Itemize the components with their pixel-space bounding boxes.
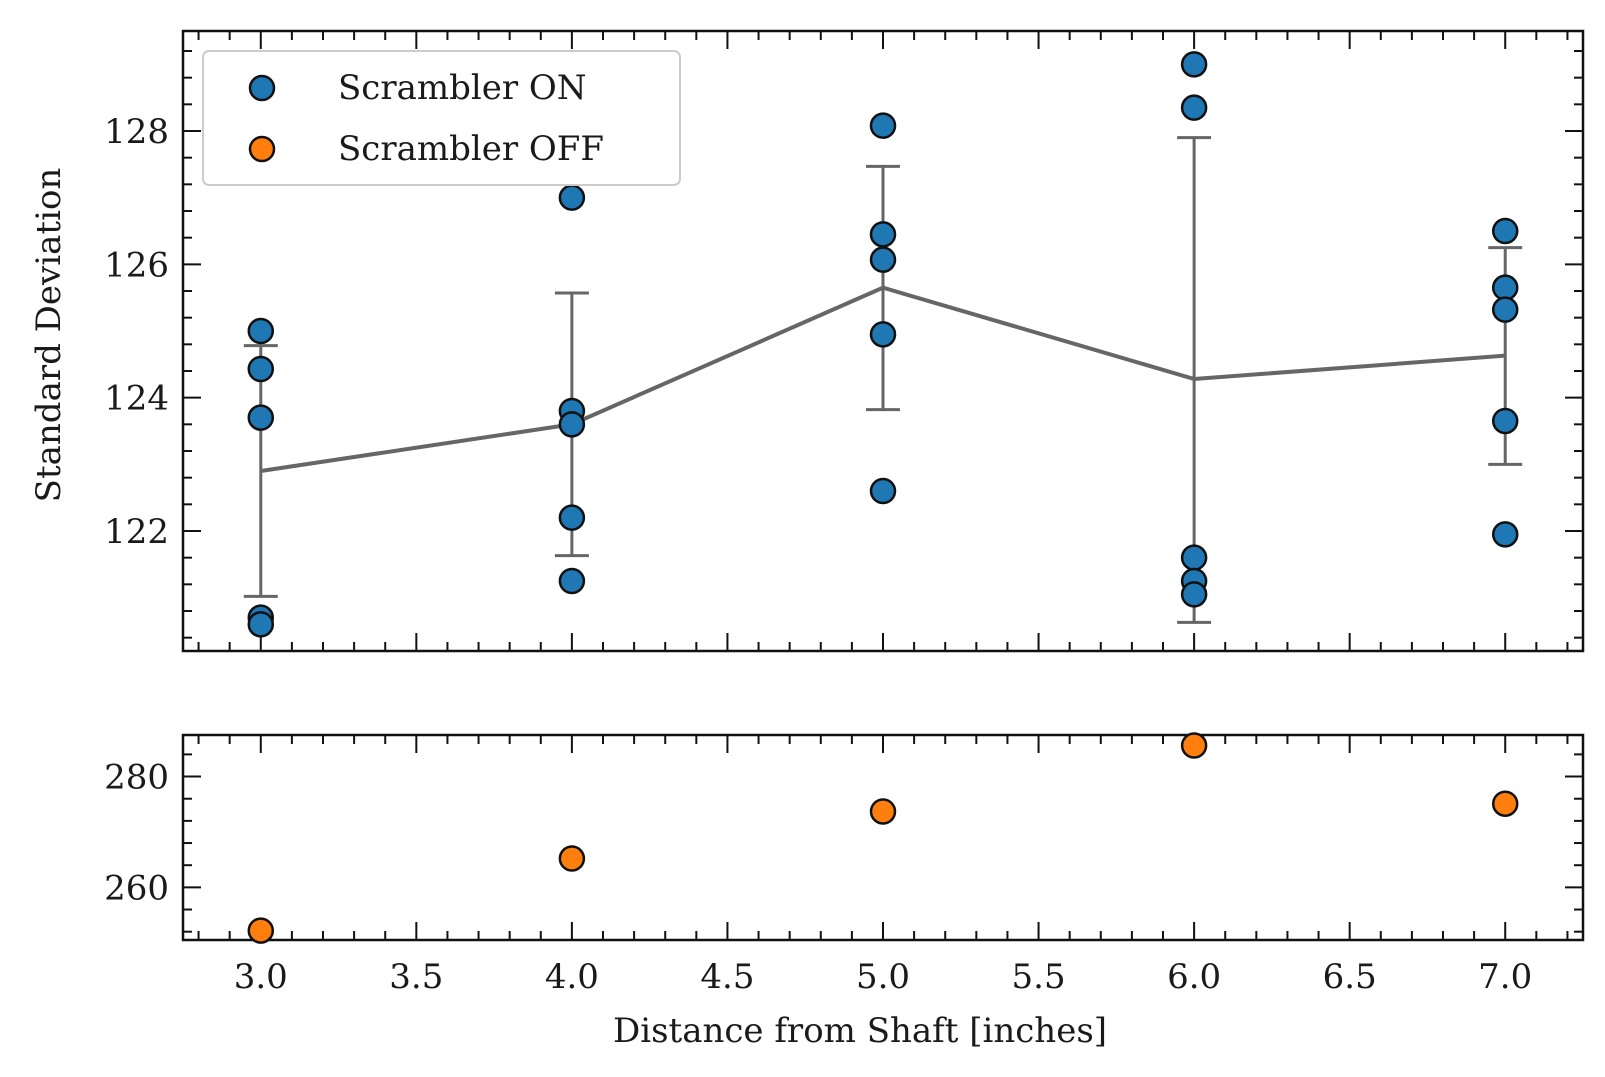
- scatter-point-on: [558, 504, 586, 531]
- x-tick-label: 3.0: [234, 957, 288, 997]
- legend: Scrambler ON Scrambler OFF: [202, 50, 681, 186]
- y-tick-label: 260: [104, 868, 169, 908]
- x-tick-label: 4.5: [700, 957, 754, 997]
- x-tick-labels: 3.0 3.5 4.0 4.5 5.0 5.5 6.0 6.5 7.0: [234, 957, 1533, 997]
- scatter-point-off: [1491, 790, 1519, 817]
- x-tick-label: 5.0: [856, 957, 910, 997]
- scatter-point-on: [1491, 407, 1519, 435]
- scatter-point-off: [247, 917, 275, 944]
- scatter-point-on: [869, 246, 897, 273]
- scatter-point-on: [247, 404, 275, 431]
- x-axis-label: Distance from Shaft [inches]: [613, 1011, 1107, 1051]
- x-tick-label: 6.0: [1167, 957, 1221, 997]
- scatter-point-on: [1180, 94, 1208, 121]
- x-tick-label: 5.5: [1012, 957, 1066, 997]
- y-tick-label: 124: [104, 379, 169, 419]
- top-panel: 122 124 126 128: [104, 29, 1585, 653]
- y-tick-label: 280: [104, 758, 169, 798]
- scatter-point-on: [247, 355, 275, 383]
- scatter-point-on: [1491, 296, 1519, 323]
- x-tick-label: 4.0: [545, 957, 599, 997]
- scatter-point-off: [558, 845, 586, 872]
- plot-frame: [181, 733, 1585, 942]
- scatter-point-on: [869, 321, 897, 348]
- scatter-point-on: [1491, 521, 1519, 548]
- legend-box: [202, 50, 681, 186]
- scatter-point-off: [1180, 732, 1208, 759]
- x-tick-label: 3.5: [389, 957, 443, 997]
- bottom-panel: 260 280: [104, 732, 1585, 944]
- legend-label-on: Scrambler ON: [338, 68, 587, 108]
- y-tick-label: 122: [104, 512, 169, 552]
- scatter-point-on: [558, 411, 586, 438]
- x-tick-label: 7.0: [1478, 957, 1532, 997]
- scatter-point-on: [1491, 274, 1519, 301]
- legend-label-off: Scrambler OFF: [338, 129, 604, 169]
- scatter-point-on: [1491, 217, 1519, 245]
- scatter-point-on: [1180, 51, 1208, 78]
- scatter-point-on: [1180, 544, 1208, 571]
- y-tick-label: 128: [104, 112, 169, 152]
- scatter-point-on: [869, 477, 897, 505]
- scatter-point-on: [1180, 581, 1208, 608]
- scatter-point-on: [869, 221, 897, 248]
- scatter-point-on: [558, 184, 586, 211]
- y-tick-label: 126: [104, 245, 169, 285]
- legend-marker-off: [248, 135, 276, 163]
- scatter-point-on: [247, 317, 275, 345]
- scatter-point-off: [869, 798, 897, 825]
- scatter-point-on: [869, 112, 897, 139]
- scatter-point-on: [247, 611, 275, 638]
- x-tick-label: 6.5: [1323, 957, 1377, 997]
- y-axis-label: Standard Deviation: [29, 168, 69, 503]
- scatter-point-on: [558, 567, 586, 595]
- legend-marker-on: [248, 74, 276, 102]
